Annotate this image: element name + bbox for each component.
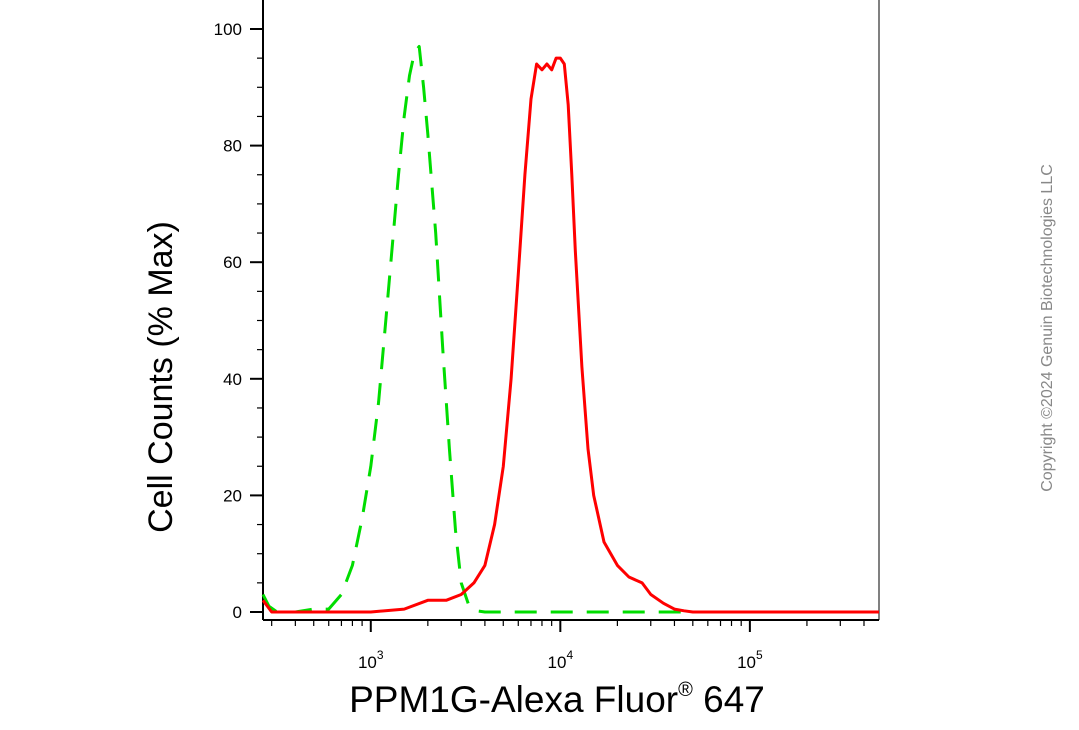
y-tick-label: 40 <box>223 370 242 389</box>
series-layer <box>261 45 879 614</box>
x-tick-label: 104 <box>548 648 574 672</box>
y-axis-ticks: 0 20 40 60 80 100 <box>214 20 263 622</box>
y-tick-label: 80 <box>223 137 242 156</box>
x-axis-label: PPM1G-Alexa Fluor® 647 <box>349 679 765 720</box>
y-axis-label: Cell Counts (% Max) <box>142 221 180 533</box>
x-tick-label: 103 <box>358 648 384 672</box>
registered-mark: ® <box>678 679 693 701</box>
control-series-line <box>261 45 879 614</box>
y-tick-label: 0 <box>233 603 242 622</box>
x-tick-label: 105 <box>737 648 763 672</box>
y-tick-label: 60 <box>223 253 242 272</box>
x-minor-ticks <box>271 620 865 632</box>
sample-series-line <box>261 56 879 614</box>
x-axis-ticks: 103 104 105 <box>358 648 763 672</box>
y-tick-label: 100 <box>214 20 242 39</box>
copyright-watermark: Copyright ©2024 Genuin Biotechnologies L… <box>1039 164 1056 492</box>
plot-frame <box>262 0 880 621</box>
y-tick-label: 20 <box>223 486 242 505</box>
